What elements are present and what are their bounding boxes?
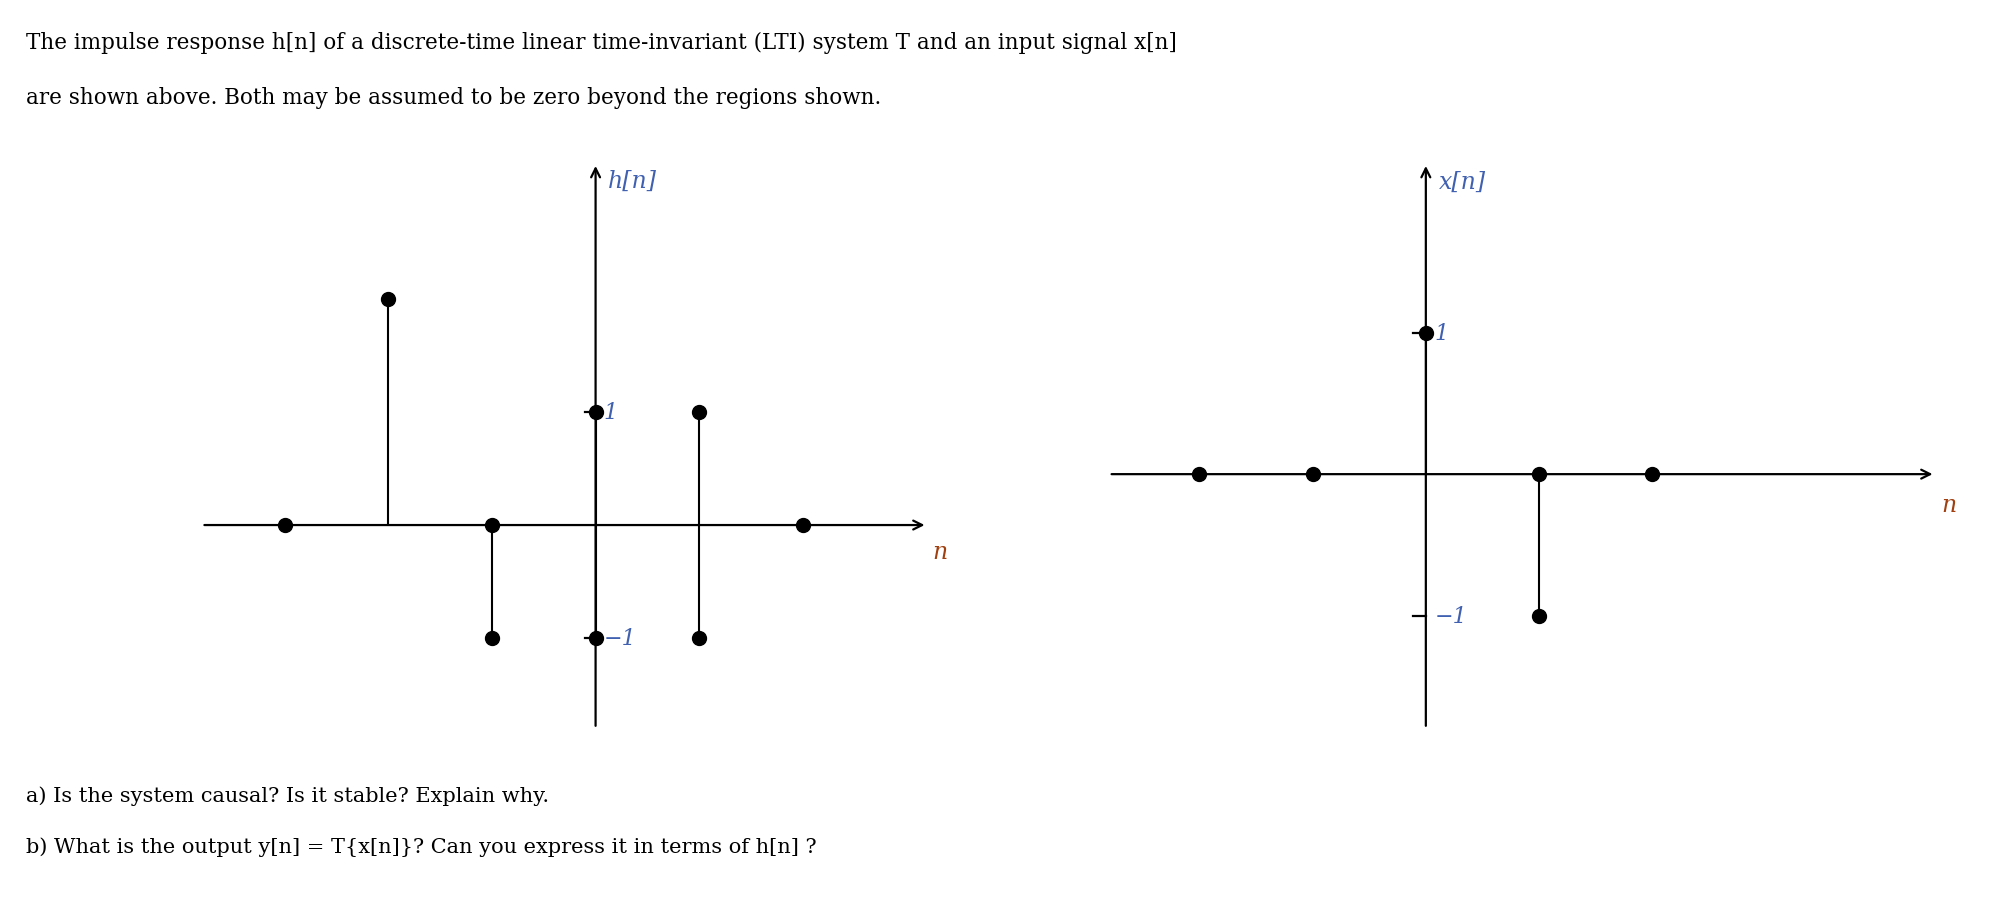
Text: n: n	[1941, 493, 1956, 516]
Text: 1: 1	[603, 402, 617, 424]
Text: are shown above. Both may be assumed to be zero beyond the regions shown.: are shown above. Both may be assumed to …	[26, 87, 881, 108]
Text: −1: −1	[603, 628, 635, 650]
Text: b) What is the output y[n] = T{x[n]}? Can you express it in terms of h[n] ?: b) What is the output y[n] = T{x[n]}? Ca…	[26, 836, 816, 856]
Text: x[n]: x[n]	[1439, 171, 1486, 194]
Text: a) Is the system causal? Is it stable? Explain why.: a) Is the system causal? Is it stable? E…	[26, 785, 548, 805]
Text: The impulse response h[n] of a discrete-time linear time-invariant (LTI) system : The impulse response h[n] of a discrete-…	[26, 32, 1177, 54]
Text: 1: 1	[1435, 322, 1450, 344]
Text: h[n]: h[n]	[609, 169, 657, 192]
Text: n: n	[933, 540, 948, 563]
Text: −1: −1	[1435, 605, 1468, 627]
